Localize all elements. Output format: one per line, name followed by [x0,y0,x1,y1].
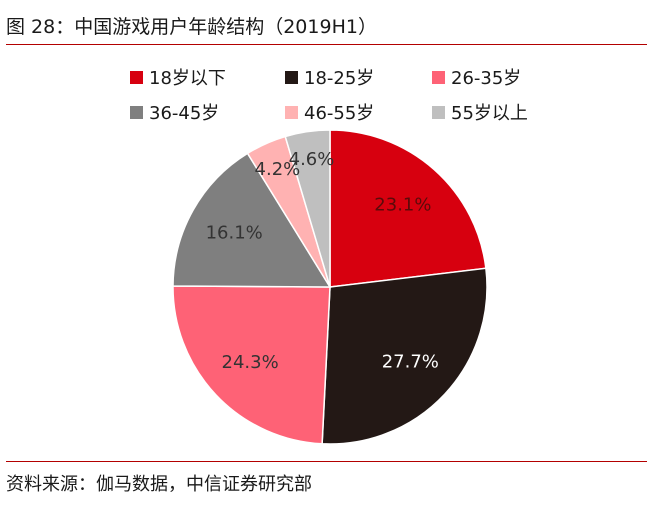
pie-slices [172,129,488,445]
pie-label-46-55: 4.2% [255,159,301,180]
title-divider [6,44,647,45]
pie-slice-over-55 [284,129,331,288]
legend-swatch-36-45 [130,105,143,119]
pie-slice-under-18 [329,129,487,288]
legend-item-36-45: 36-45岁 [130,99,219,125]
legend-item-over-55: 55岁以上 [432,99,528,125]
source-divider [6,461,647,462]
legend-swatch-26-35 [432,70,445,84]
legend-swatch-46-55 [285,105,298,119]
pie-label-under-18: 23.1% [374,194,431,215]
legend-label-36-45: 36-45岁 [149,103,220,124]
legend-label-18-25: 18-25岁 [304,68,375,89]
figure-title: 图 28：中国游戏用户年龄结构（2019H1） [6,16,377,38]
pie-label-over-55: 4.6% [289,149,335,170]
pie-slice-26-35 [172,285,331,445]
legend-item-26-35: 26-35岁 [432,64,521,90]
legend-label-over-55: 55岁以上 [451,103,528,124]
legend-swatch-under-18 [130,70,143,84]
legend-swatch-over-55 [432,105,445,119]
legend-item-46-55: 46-55岁 [285,99,374,125]
pie-slice-36-45 [172,152,332,288]
pie-label-36-45: 16.1% [206,223,263,244]
legend-label-46-55: 46-55岁 [304,103,375,124]
legend-label-under-18: 18岁以下 [149,68,226,89]
legend-item-18-25: 18-25岁 [285,64,374,90]
legend-label-26-35: 26-35岁 [451,68,522,89]
pie-slice-18-25 [321,267,488,445]
pie-label-18-25: 27.7% [382,352,439,373]
legend-swatch-18-25 [285,70,298,84]
source-note: 资料来源：伽马数据，中信证券研究部 [6,474,312,495]
legend-item-under-18: 18岁以下 [130,64,226,90]
pie-value-labels: 23.1% 27.7% 24.3% 16.1% 4.2%4.6% [206,149,439,373]
pie-label-26-35: 24.3% [222,352,279,373]
chart-legend: 18岁以下 18-25岁 26-35岁 36-45岁 46-55岁 55岁以上 [0,0,653,140]
